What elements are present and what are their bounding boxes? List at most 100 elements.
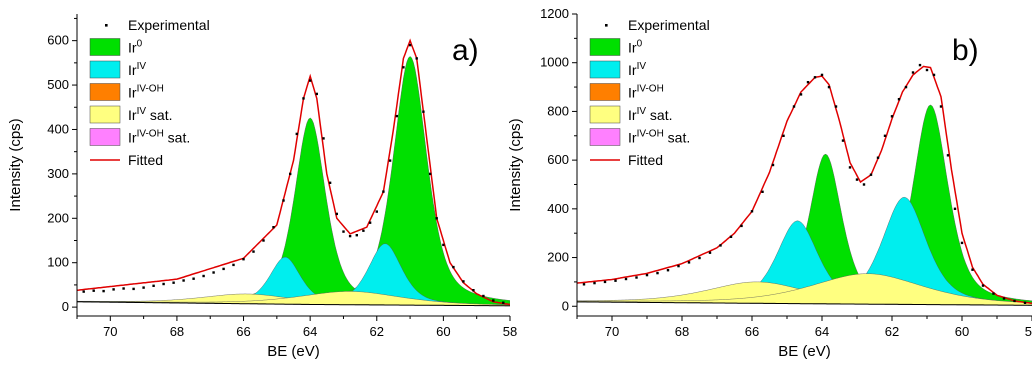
experimental-point — [382, 190, 385, 193]
experimental-point — [388, 159, 392, 162]
experimental-point — [687, 261, 691, 264]
experimental-point — [932, 73, 936, 77]
legend-swatch — [589, 60, 621, 79]
experimental-point — [904, 85, 908, 89]
experimental-point — [315, 92, 318, 96]
y-tick-label: 600 — [547, 152, 569, 167]
experimental-point — [428, 172, 432, 176]
legend-item: IrIV — [589, 60, 646, 79]
panel-label: a) — [452, 34, 479, 67]
experimental-point — [925, 68, 929, 72]
experimental-point — [666, 269, 670, 272]
y-tick-label: 1200 — [540, 6, 569, 21]
experimental-point — [971, 268, 974, 271]
legend-label: Experimental — [628, 17, 710, 33]
experimental-point — [202, 274, 205, 278]
legend-item: IrIV-OH — [589, 83, 664, 101]
experimental-point — [656, 271, 659, 275]
y-tick-label: 1000 — [540, 55, 569, 70]
legend-item: Fitted — [590, 152, 663, 168]
legend-item: Fitted — [90, 152, 163, 168]
x-tick-label: 68 — [675, 324, 689, 339]
experimental-point — [841, 139, 845, 142]
experimental-point — [848, 166, 852, 169]
legend-swatch — [89, 128, 121, 146]
legend-item: IrIV sat. — [589, 105, 672, 124]
legend-label: IrIV-OH sat. — [128, 129, 190, 146]
experimental-point — [262, 239, 265, 242]
legend-label: IrIV sat. — [628, 106, 672, 123]
experimental-point — [132, 287, 135, 291]
experimental-point — [761, 190, 764, 193]
chart-panel-a: 70 68 66 64 62 60 58 0 100 200 300 400 500 600 BE (eV)… — [7, 14, 517, 360]
y-tick-label: 200 — [547, 250, 569, 265]
experimental-point — [282, 199, 285, 202]
experimental-point — [482, 294, 485, 298]
experimental-point — [402, 66, 405, 69]
experimental-point — [799, 93, 803, 96]
experimental-point — [792, 105, 796, 108]
experimental-point — [827, 85, 831, 89]
background-line — [577, 301, 1032, 306]
y-axis-label: Intensity (cps) — [507, 118, 524, 211]
plot-area — [577, 63, 1032, 306]
experimental-point — [82, 290, 85, 293]
y-tick-label: 200 — [47, 210, 69, 225]
experimental-point — [335, 212, 338, 216]
experimental-point — [408, 43, 412, 47]
experimental-point — [862, 183, 866, 186]
experimental-point — [309, 79, 312, 82]
legend-item: IrIV — [89, 60, 146, 79]
experimental-point — [946, 154, 950, 157]
fitted-line — [577, 65, 1032, 305]
experimental-point — [435, 217, 438, 220]
legend-swatch — [589, 105, 621, 124]
experimental-point — [981, 284, 985, 287]
x-tick-label: 64 — [303, 324, 317, 339]
experimental-point — [1013, 299, 1016, 303]
experimental-point — [1002, 297, 1006, 300]
experimental-point — [750, 210, 754, 213]
y-axis-label: Intensity (cps) — [7, 118, 24, 211]
x-axis-label: BE (eV) — [267, 343, 320, 360]
experimental-point — [442, 243, 445, 247]
legend: Experimental Ir0 IrIV IrIV-OH IrIV sat. IrIV-… — [89, 17, 210, 168]
x-tick-label: 64 — [815, 324, 829, 339]
legend-label: Experimental — [128, 17, 210, 33]
experimental-point — [328, 181, 332, 184]
legend-label: Ir0 — [128, 39, 143, 56]
experimental-point — [212, 271, 215, 274]
y-tick-label: 400 — [547, 201, 569, 216]
legend-swatch — [89, 60, 121, 79]
y-tick-label: 600 — [47, 33, 69, 48]
legend-label: IrIV — [128, 61, 146, 78]
experimental-point — [869, 173, 873, 176]
legend-label: IrIV — [628, 61, 646, 78]
legend-item: IrIV-OH sat. — [589, 128, 690, 146]
legend-item: Ir0 — [89, 38, 143, 56]
experimental-point — [820, 73, 824, 77]
legend-marker-experimental — [605, 24, 608, 27]
legend-swatch — [589, 128, 621, 146]
experimental-point — [897, 98, 901, 101]
experimental-point — [813, 76, 817, 79]
experimental-point — [593, 281, 596, 285]
legend-item: Experimental — [105, 17, 210, 33]
experimental-point — [142, 286, 145, 289]
experimental-point — [192, 277, 195, 280]
experimental-point — [771, 163, 775, 167]
x-tick-label: 70 — [103, 324, 117, 339]
y-tick-label: 0 — [562, 298, 569, 313]
x-tick-label: 66 — [745, 324, 759, 339]
experimental-point — [289, 172, 292, 176]
experimental-point — [462, 280, 465, 283]
x-tick-label: 60 — [436, 324, 450, 339]
experimental-point — [362, 229, 365, 232]
legend-swatch — [89, 105, 121, 124]
x-tick-label: 66 — [236, 324, 250, 339]
plot-area — [77, 38, 510, 307]
y-tick-label: 300 — [47, 166, 69, 181]
experimental-point — [708, 251, 712, 254]
legend-item: IrIV-OH — [89, 83, 164, 101]
